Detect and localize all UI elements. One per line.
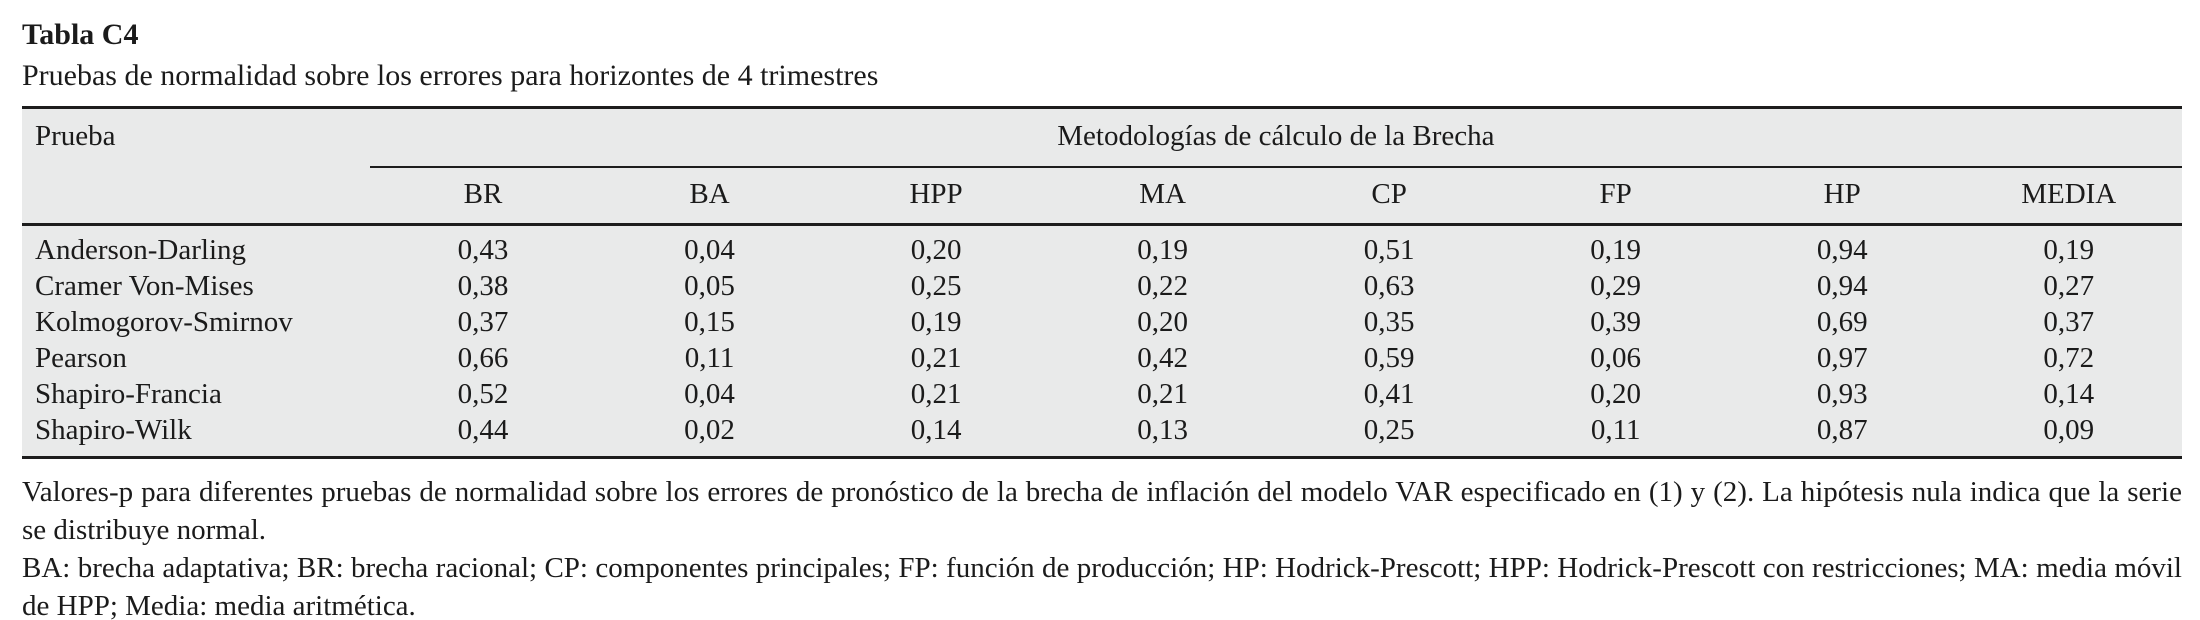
- value-cell: 0,43: [457, 234, 509, 266]
- value-cell: 0,21: [910, 342, 962, 374]
- value-cell: 0,06: [1590, 342, 1642, 374]
- value-cell: 0,37: [2043, 306, 2095, 338]
- table-footnotes: Valores-p para diferentes pruebas de nor…: [22, 473, 2182, 620]
- value-cell: 0,51: [1363, 234, 1415, 266]
- column-header-br: BR: [369, 167, 597, 226]
- value-cell: 0,41: [1363, 378, 1415, 410]
- value-cell: 0,14: [910, 414, 962, 446]
- value-cell: 0,11: [684, 342, 735, 374]
- value-cell: 0,25: [910, 270, 962, 302]
- value-cell: 0,09: [2043, 414, 2095, 446]
- value-cell: 0,87: [1816, 414, 1868, 446]
- row-label: Cramer Von-Mises: [35, 270, 254, 302]
- header-row-methods: BR BA HPP MA CP FP HP MEDIA: [22, 167, 2182, 226]
- value-cell: 0,15: [684, 306, 735, 338]
- value-cell: 0,97: [1816, 342, 1868, 374]
- value-cell: 0,21: [910, 378, 962, 410]
- row-label: Kolmogorov-Smirnov: [35, 306, 293, 338]
- value-cell: 0,59: [1363, 342, 1415, 374]
- table-row: Pearson 0,66 0,11 0,21 0,42 0,59 0,06 0,…: [22, 340, 2182, 376]
- table-row: Cramer Von-Mises 0,38 0,05 0,25 0,22 0,6…: [22, 268, 2182, 304]
- value-cell: 0,04: [684, 378, 735, 410]
- footnote-description: Valores-p para diferentes pruebas de nor…: [22, 476, 2182, 546]
- value-cell: 0,11: [1590, 414, 1641, 446]
- header-row-top: Prueba Metodologías de cálculo de la Bre…: [22, 107, 2182, 226]
- row-header-prueba: Prueba: [22, 107, 370, 226]
- table-body: Anderson-Darling 0,43 0,04 0,20 0,19 0,5…: [22, 225, 2182, 458]
- table-row: Shapiro-Francia 0,52 0,04 0,21 0,21 0,41…: [22, 376, 2182, 412]
- value-cell: 0,25: [1363, 414, 1415, 446]
- value-cell: 0,72: [2043, 342, 2095, 374]
- value-cell: 0,94: [1816, 234, 1868, 266]
- normality-table: Prueba Metodologías de cálculo de la Bre…: [22, 106, 2182, 459]
- column-header-ba: BA: [596, 167, 823, 226]
- value-cell: 0,35: [1363, 306, 1415, 338]
- column-header-fp: FP: [1502, 167, 1729, 226]
- value-cell: 0,05: [684, 270, 735, 302]
- table-caption: Pruebas de normalidad sobre los errores …: [22, 59, 879, 92]
- value-cell: 0,42: [1137, 342, 1188, 374]
- value-cell: 0,44: [457, 414, 509, 446]
- value-cell: 0,13: [1137, 414, 1188, 446]
- footnote-abbreviations: BA: brecha adaptativa; BR: brecha racion…: [22, 552, 2182, 620]
- row-label: Shapiro-Francia: [35, 378, 222, 410]
- value-cell: 0,21: [1137, 378, 1188, 410]
- value-cell: 0,66: [457, 342, 509, 374]
- value-cell: 0,39: [1590, 306, 1642, 338]
- value-cell: 0,63: [1363, 270, 1415, 302]
- table-row: Anderson-Darling 0,43 0,04 0,20 0,19 0,5…: [22, 225, 2182, 269]
- row-label: Shapiro-Wilk: [35, 414, 192, 446]
- column-header-media: MEDIA: [1955, 167, 2182, 226]
- value-cell: 0,37: [457, 306, 509, 338]
- value-cell: 0,02: [684, 414, 735, 446]
- table-number-title: Tabla C4: [22, 18, 139, 51]
- value-cell: 0,22: [1137, 270, 1188, 302]
- value-cell: 0,20: [1137, 306, 1188, 338]
- value-cell: 0,20: [1590, 378, 1642, 410]
- span-header-metodologias: Metodologías de cálculo de la Brecha: [369, 107, 2182, 168]
- value-cell: 0,29: [1590, 270, 1642, 302]
- value-cell: 0,19: [910, 306, 962, 338]
- value-cell: 0,38: [457, 270, 509, 302]
- value-cell: 0,19: [1590, 234, 1642, 266]
- column-header-cp: CP: [1275, 167, 1503, 226]
- column-header-ma: MA: [1049, 167, 1276, 226]
- value-cell: 0,52: [457, 378, 509, 410]
- value-cell: 0,19: [1137, 234, 1188, 266]
- column-header-hpp: HPP: [822, 167, 1050, 226]
- value-cell: 0,14: [2043, 378, 2095, 410]
- value-cell: 0,19: [2043, 234, 2095, 266]
- value-cell: 0,20: [910, 234, 962, 266]
- value-cell: 0,04: [684, 234, 735, 266]
- value-cell: 0,27: [2043, 270, 2095, 302]
- table-header: Prueba Metodologías de cálculo de la Bre…: [22, 107, 2182, 226]
- value-cell: 0,93: [1816, 378, 1868, 410]
- row-label: Anderson-Darling: [35, 234, 247, 266]
- row-label: Pearson: [35, 342, 127, 374]
- value-cell: 0,94: [1816, 270, 1868, 302]
- column-header-hp: HP: [1728, 167, 1956, 226]
- table-row: Kolmogorov-Smirnov 0,37 0,15 0,19 0,20 0…: [22, 304, 2182, 340]
- value-cell: 0,69: [1816, 306, 1868, 338]
- table-row: Shapiro-Wilk 0,44 0,02 0,14 0,13 0,25 0,…: [22, 412, 2182, 458]
